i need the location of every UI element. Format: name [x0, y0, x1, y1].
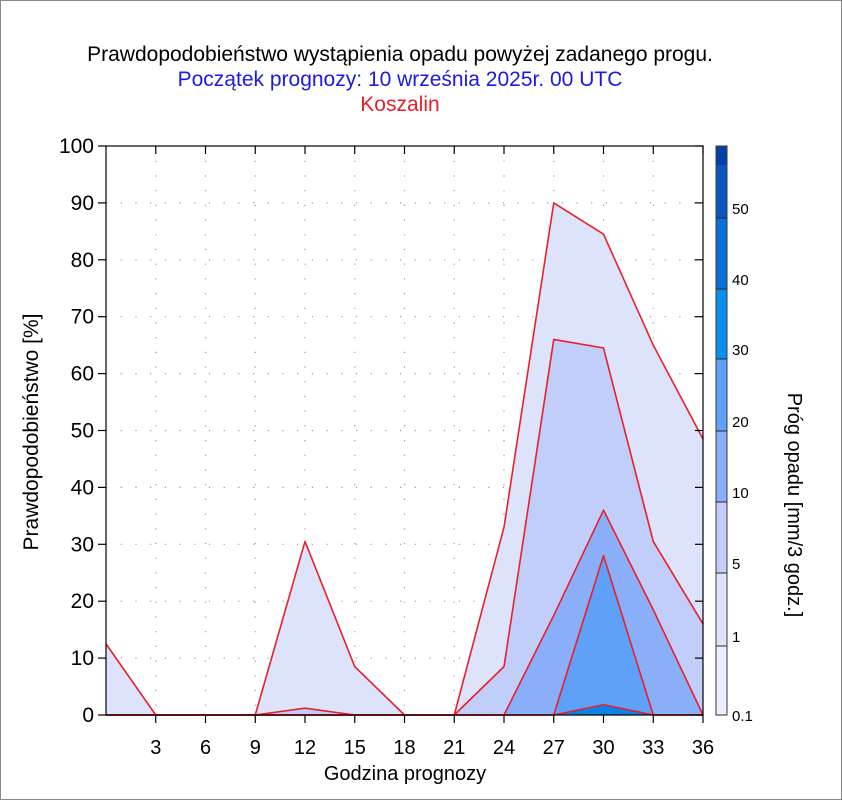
x-tick-label: 33 [642, 737, 664, 759]
colorbar-band [716, 646, 727, 715]
y-tick-label: 20 [71, 590, 94, 613]
chart-title: Prawdopodobieństwo wystąpienia opadu pow… [87, 43, 713, 66]
area-threshold-10 [106, 555, 703, 715]
y-tick-label: 50 [71, 420, 94, 443]
y-tick-label: 70 [71, 306, 94, 329]
x-tick-label: 3 [150, 737, 161, 759]
x-tick-label: 21 [443, 737, 465, 759]
colorbar-band [716, 146, 727, 165]
y-axis-label: Prawdopodobieństwo [%] [20, 314, 43, 551]
x-axis-label: Godzina prognozy [324, 763, 486, 785]
colorbar-band [716, 165, 727, 218]
x-tick-label: 6 [200, 737, 211, 759]
colorbar-band [716, 573, 727, 646]
y-tick-label: 90 [71, 192, 94, 215]
area-threshold-20 [106, 704, 703, 715]
x-tick-label: 12 [294, 737, 316, 759]
colorbar-tick-label: 1 [732, 629, 740, 646]
chart-subtitle: Początek prognozy: 10 września 2025r. 00… [177, 68, 623, 91]
colorbar-band [716, 218, 727, 289]
colorbar-tick-label: 20 [732, 414, 749, 431]
colorbar-tick-label: 0.1 [732, 708, 753, 725]
x-tick-label: 30 [592, 737, 614, 759]
y-tick-label: 10 [71, 647, 94, 670]
x-tick-label: 27 [543, 737, 565, 759]
y-tick-label: 60 [71, 363, 94, 386]
colorbar-band [716, 289, 727, 359]
colorbar-band [716, 359, 727, 431]
x-tick-label: 9 [250, 737, 261, 759]
y-tick-label: 100 [59, 135, 94, 158]
x-tick-label: 24 [493, 737, 515, 759]
colorbar: 0.1 1 5 10 20 30 40 50 [715, 145, 753, 725]
chart-location: Koszalin [360, 93, 440, 116]
y-tick-label: 40 [71, 476, 94, 499]
y-tick-label: 0 [82, 704, 94, 727]
colorbar-tick-label: 30 [732, 342, 749, 359]
x-tick-label: 15 [344, 737, 366, 759]
colorbar-tick-label: 5 [732, 556, 740, 573]
y-tick-label: 80 [71, 249, 94, 272]
x-tick-label: 36 [692, 737, 714, 759]
colorbar-band [716, 431, 727, 502]
y-tick-label: 30 [71, 533, 94, 556]
colorbar-tick-label: 10 [732, 485, 749, 502]
colorbar-label: Próg opadu [mm/3 godz.] [783, 393, 805, 618]
colorbar-band [716, 502, 727, 573]
colorbar-tick-label: 40 [732, 272, 749, 289]
colorbar-tick-label: 50 [732, 201, 749, 218]
x-tick-label: 18 [393, 737, 415, 759]
area-threshold-5 [106, 510, 703, 715]
